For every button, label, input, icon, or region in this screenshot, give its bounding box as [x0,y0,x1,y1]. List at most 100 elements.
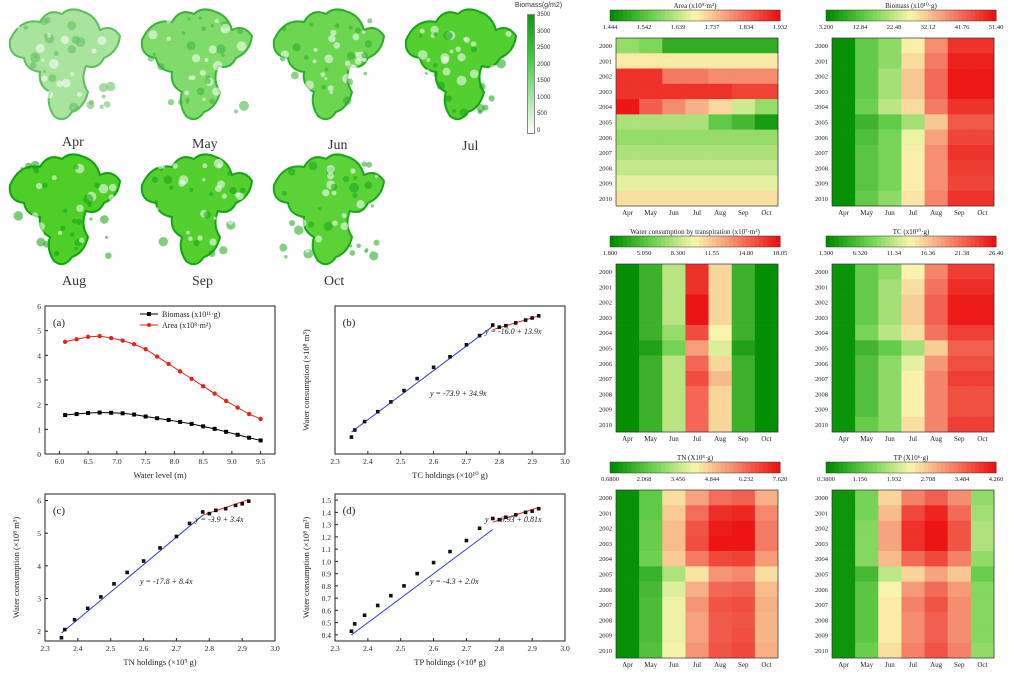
map-texture [349,244,353,248]
data-point [389,400,393,404]
heatmap-cell [616,175,640,192]
heatmap-cell [662,642,686,659]
fit-line [61,514,204,634]
heatmap-cell [616,505,640,521]
heatmap-cell [832,68,856,85]
colorbar-segment [682,236,687,247]
colorbar-segment [940,462,946,473]
map-texture [212,61,223,71]
data-point [362,613,367,618]
colorbar-segment [622,462,628,473]
heatmap-cell [662,175,686,192]
heatmap-cell [754,505,779,521]
colorbar-segment [763,236,768,247]
month-label: Sep [954,435,965,443]
y-tick-label: 0.8 [322,582,332,591]
x-tick-label: 6.5 [83,457,93,466]
heatmap-cell [947,401,972,418]
heatmap-cell [662,505,686,521]
month-label: May [860,435,873,443]
heatmap-cell [731,612,756,628]
colorbar-segment [860,236,865,247]
year-label: 2008 [815,391,828,398]
heatmap-cell [616,309,640,326]
map-texture [100,215,109,224]
y-tick-label: 0.5 [322,619,332,628]
colorbar-tick-label: 22.48 [887,24,902,31]
year-label: 2005 [815,572,828,579]
fit-label: y = -4.3 + 2.0x [429,577,479,586]
year-label: 2009 [599,407,612,414]
heatmap-cell [616,68,640,85]
heatmap-cell [754,535,779,552]
map-texture [153,224,164,235]
heatmap-cell [639,596,663,613]
map-texture [191,54,201,63]
heatmap-cell [947,355,972,372]
data-point [504,323,508,328]
colorbar-tick-label: 1.300 [819,250,834,257]
heatmap-cell [662,612,686,628]
map-texture [53,250,60,257]
year-label: 2007 [815,150,829,157]
y-tick-label: 1.5 [322,496,332,505]
colorbar-segment [614,462,619,473]
map-texture [213,216,217,220]
year-label: 2009 [815,407,828,414]
colorbar-segment [724,462,730,473]
map-texture [74,246,78,251]
map-texture [293,225,304,235]
map-texture [303,55,309,60]
map-texture [89,217,93,221]
map-texture [27,246,31,250]
map-texture [445,95,452,102]
x-tick-label: 2.8 [495,644,505,653]
heatmap-cell [754,490,779,506]
year-label: 2007 [599,150,613,157]
heatmap-cell [708,38,733,54]
month-label: Apr [838,435,850,443]
map-texture [209,98,215,104]
x-tick-label: 9.5 [256,457,266,466]
colorbar-tick-label: 3.484 [955,476,970,483]
heatmap-cell [685,566,709,582]
heatmap-cell [685,144,709,161]
map-texture [369,251,379,261]
heatmap-cell [616,370,640,387]
heatmap-cell [878,99,902,115]
year-label: 2007 [599,602,613,609]
colorbar-segment [699,10,704,21]
year-label: 2008 [815,165,828,172]
colorbar-segment [644,236,649,247]
colorbar-segment [635,462,641,473]
colorbar-segment [872,236,878,247]
map-texture [188,236,193,241]
month-label: Apr [838,661,850,669]
data-point [62,339,68,344]
heatmap-title: TN (X10⁸·g) [677,454,714,462]
colorbar-segment [881,10,886,21]
heatmap-cell [832,612,856,628]
data-point [166,417,171,422]
map-texture [166,252,174,260]
map-texture [17,251,26,260]
heatmap-cell [878,175,902,192]
heatmap-cell [708,99,733,115]
heatmap-cell [616,627,640,644]
heatmaps: Area (x10⁹·m²) 1.444 1.542 1.639 1.737 1.834 1… [599,2,1003,669]
year-label: 2000 [599,269,612,276]
heatmap-cell [639,340,663,356]
colorbar-segment [923,462,929,473]
heatmap-cell [878,144,902,161]
heatmap-cell [685,490,709,506]
heatmap-cell [855,642,879,659]
y-axis-label: Water consumption (×10⁸ m³) [11,517,21,619]
year-label: 2004 [815,104,829,111]
heatmap-cell [616,642,640,659]
colorbar-frame [825,9,997,22]
heatmap-cell [924,627,949,644]
heatmap-cell [901,38,925,54]
heatmap-cell [947,114,972,130]
heatmap-cell [924,490,949,506]
year-label: 2005 [599,120,612,127]
